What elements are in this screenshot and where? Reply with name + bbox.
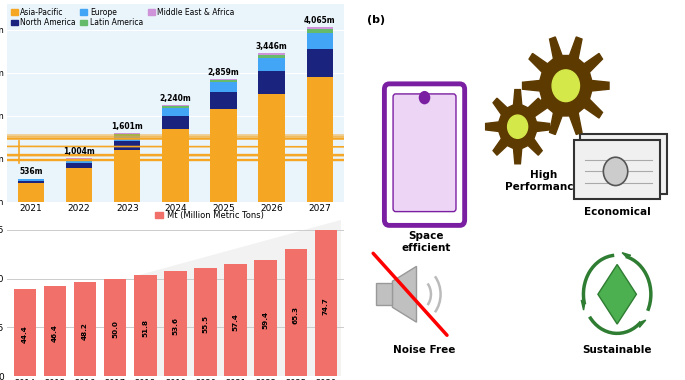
Text: 4,065m: 4,065m [304,16,336,25]
Bar [14,290,36,376]
Bar [254,260,277,376]
Legend: Asia-Pacific, North America, Europe, Latin America, Middle East & Africa: Asia-Pacific, North America, Europe, Lat… [11,8,235,27]
Circle shape [508,115,527,138]
Text: 2,859m: 2,859m [208,68,240,76]
Text: 536m: 536m [19,168,42,176]
Bar [114,141,140,150]
FancyBboxPatch shape [393,94,456,212]
Bar [224,264,247,376]
Polygon shape [376,283,393,306]
Text: Space
efficient: Space efficient [401,231,451,253]
Bar [258,94,285,202]
Bar [258,71,285,94]
Text: 3,446m: 3,446m [256,42,288,51]
Polygon shape [582,300,584,310]
Bar [210,92,237,109]
Bar [114,134,140,136]
Bar [74,282,97,376]
Polygon shape [393,266,416,322]
Bar [18,179,44,181]
Bar [210,79,237,80]
Polygon shape [486,90,549,164]
Bar [164,271,187,376]
FancyBboxPatch shape [580,134,667,194]
Polygon shape [598,264,636,324]
Bar [210,80,237,82]
Bar [162,106,188,108]
Text: 51.8: 51.8 [142,318,148,337]
Bar [104,279,127,376]
Bar [162,128,188,202]
Bar [162,105,188,106]
Text: (b): (b) [366,15,385,25]
Circle shape [552,70,580,101]
Bar [44,285,66,376]
Text: 1,601m: 1,601m [112,122,143,131]
Circle shape [419,91,430,104]
Text: 46.4: 46.4 [52,324,58,342]
Polygon shape [139,220,341,376]
FancyBboxPatch shape [574,140,660,199]
Text: 50.0: 50.0 [112,320,119,338]
Bar [307,29,333,33]
Text: 65.3: 65.3 [292,306,299,324]
Text: 1,004m: 1,004m [63,147,95,156]
Text: 74.7: 74.7 [323,297,329,315]
Bar [195,268,216,376]
Text: Economical: Economical [584,207,651,217]
Polygon shape [523,37,609,135]
Circle shape [603,157,627,185]
Bar [162,108,188,116]
Bar [66,163,92,168]
Bar [307,49,333,77]
Bar [314,230,337,376]
Bar [258,55,285,58]
Bar [307,77,333,202]
Text: High
Performance: High Performance [506,169,581,192]
Text: 57.4: 57.4 [233,314,238,331]
Text: Sustainable: Sustainable [582,345,652,355]
Text: 44.4: 44.4 [22,326,28,344]
Text: Noise Free: Noise Free [393,345,456,355]
Bar [66,160,92,163]
Bar [258,58,285,71]
Bar [114,150,140,202]
Polygon shape [622,253,631,256]
Bar [66,159,92,160]
Bar [66,158,92,159]
Bar [18,183,44,202]
Text: 2,240m: 2,240m [160,94,191,103]
Bar [114,133,140,134]
Bar [258,54,285,55]
Bar [66,168,92,202]
Text: 53.6: 53.6 [173,317,178,335]
Text: 48.2: 48.2 [82,322,88,340]
Bar [162,116,188,128]
Text: 55.5: 55.5 [203,315,208,333]
Text: 59.4: 59.4 [262,312,269,329]
Bar [210,82,237,92]
Bar [307,33,333,49]
Polygon shape [639,320,646,328]
Bar [284,249,307,376]
Legend: Mt (Million Metric Tons): Mt (Million Metric Tons) [151,207,266,223]
Bar [134,275,157,376]
Bar [210,109,237,202]
FancyBboxPatch shape [384,84,464,225]
Bar [114,136,140,141]
Bar [307,27,333,29]
Bar [18,181,44,183]
